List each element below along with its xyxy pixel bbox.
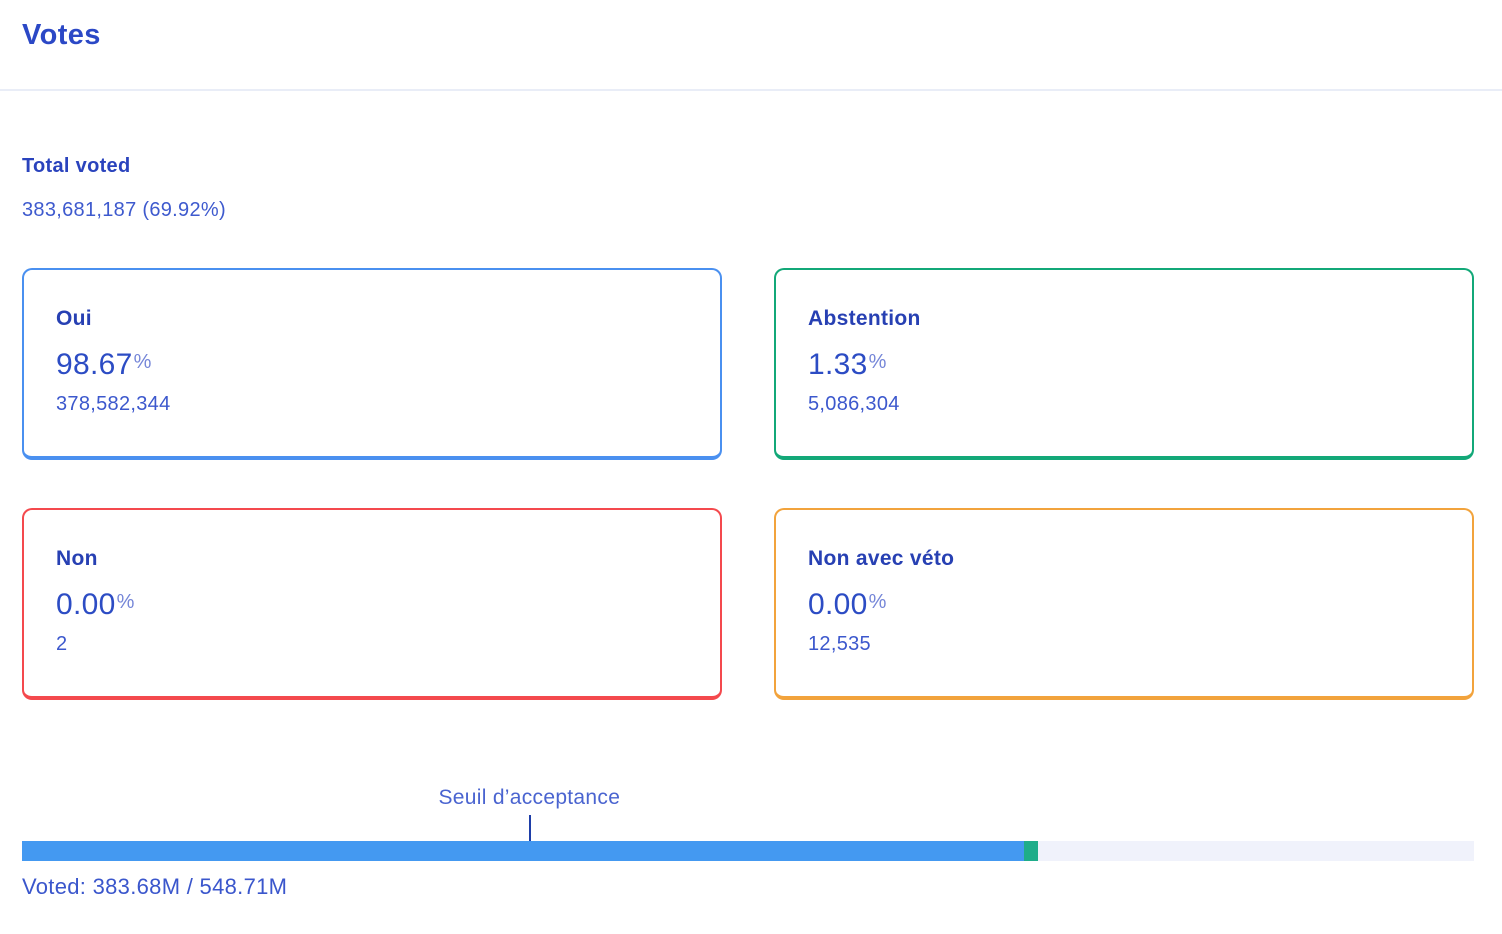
percent-sign: % [868,591,887,613]
page-title: Votes [22,19,101,51]
percent-sign: % [116,591,135,613]
progress-segment-abstention [1023,841,1038,861]
vote-progress-bar [22,841,1474,861]
voted-summary: Voted: 383.68M / 548.71M [22,874,288,899]
acceptance-threshold-tick [529,815,532,841]
percent-value: 0.00 [56,588,116,621]
votes-panel: Votes Total voted 383,681,187 (69.92%) O… [0,18,1502,934]
vote-card-non-avec-veto: Non avec véto 0.00% 12,535 [774,508,1474,700]
total-voted-value: 383,681,187 (69.92%) [22,199,226,221]
progress-section: Seuil d’acceptance Voted: 383.68M / 548.… [22,786,1474,900]
acceptance-threshold-label: Seuil d’acceptance [438,786,621,809]
progress-segment-oui [22,841,1024,861]
vote-option-percent: 98.67% [56,344,688,383]
vote-option-label: Non avec véto [808,547,955,570]
vote-option-percent: 1.33% [808,344,1440,383]
votes-content: Total voted 383,681,187 (69.92%) Oui 98.… [0,153,1502,900]
vote-option-count: 12,535 [808,633,871,655]
header-divider [0,89,1502,91]
vote-option-label: Abstention [808,307,921,330]
vote-card-non: Non 0.00% 2 [22,508,722,700]
vote-option-count: 378,582,344 [56,393,171,415]
vote-card-oui: Oui 98.67% 378,582,344 [22,268,722,460]
vote-cards-grid: Oui 98.67% 378,582,344 Abstention 1.33% … [22,268,1474,700]
threshold-tick-row [22,810,1474,841]
vote-option-label: Oui [56,307,92,330]
vote-card-abstention: Abstention 1.33% 5,086,304 [774,268,1474,460]
percent-value: 98.67 [56,348,133,381]
vote-option-count: 2 [56,633,68,655]
vote-option-count: 5,086,304 [808,393,900,415]
vote-option-percent: 0.00% [808,584,1440,623]
percent-sign: % [868,351,887,373]
total-voted-section: Total voted 383,681,187 (69.92%) [22,153,1474,223]
threshold-label-row: Seuil d’acceptance [22,786,1474,810]
percent-sign: % [133,351,152,373]
percent-value: 0.00 [808,588,868,621]
vote-option-percent: 0.00% [56,584,688,623]
percent-value: 1.33 [808,348,868,381]
total-voted-label: Total voted [22,155,131,177]
vote-option-label: Non [56,547,98,570]
